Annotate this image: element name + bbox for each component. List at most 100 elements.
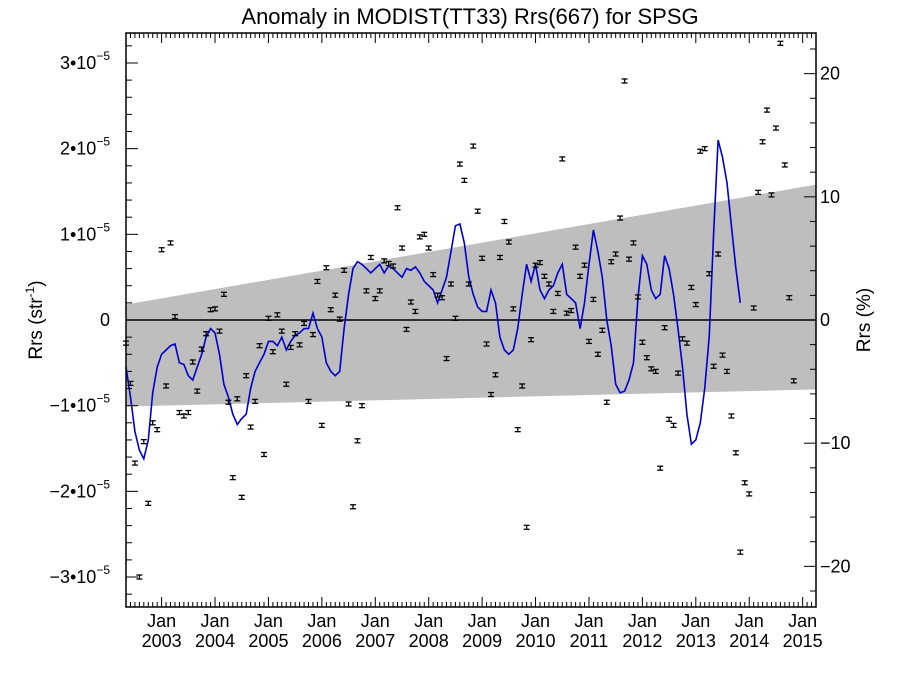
data-point (670, 422, 677, 429)
data-point (634, 294, 641, 300)
data-point (701, 146, 708, 152)
data-point (554, 290, 561, 297)
data-point (563, 310, 570, 316)
y-tick-exponent: −5 (96, 49, 110, 63)
x-tick-label-month: Jan (468, 611, 497, 631)
data-point (416, 234, 423, 240)
data-point (305, 398, 312, 405)
data-point (559, 156, 566, 162)
x-tick-label-month: Jan (628, 611, 657, 631)
x-tick-label-month: Jan (788, 611, 817, 631)
data-point (314, 278, 321, 285)
y-tick-label: 3•10−5 (60, 49, 110, 73)
data-point (630, 240, 637, 246)
data-point (390, 263, 397, 269)
data-point (608, 259, 615, 265)
data-point (501, 218, 508, 225)
data-point (261, 451, 267, 458)
data-point (256, 343, 263, 349)
data-point (354, 438, 361, 444)
data-point (719, 352, 726, 358)
data-point (207, 307, 214, 313)
data-point (278, 328, 285, 334)
x-tick-label-year: 2014 (729, 631, 769, 651)
x-tick-label-month: Jan (414, 611, 443, 631)
data-point (269, 349, 276, 355)
data-point (430, 271, 437, 278)
data-point (461, 177, 468, 184)
y-tick-exponent: −5 (96, 563, 110, 577)
data-point (358, 403, 365, 409)
y-tick-label: −3•10−5 (49, 563, 110, 587)
data-point (296, 342, 303, 348)
data-point (345, 401, 352, 407)
data-point (220, 291, 227, 297)
data-point (510, 306, 517, 312)
data-point (746, 491, 753, 497)
data-point (407, 299, 414, 305)
data-point (764, 107, 771, 113)
data-point (768, 192, 775, 198)
data-point (234, 396, 241, 402)
data-point (318, 422, 325, 429)
data-point (327, 307, 334, 313)
y-tick-mantissa: −1•10 (49, 396, 96, 416)
data-point (568, 307, 575, 314)
x-tick-label-month: Jan (574, 611, 603, 631)
data-point (443, 355, 450, 362)
data-point (492, 372, 499, 378)
data-point (243, 373, 250, 379)
data-point (323, 265, 330, 271)
data-point (741, 480, 748, 486)
data-point (577, 273, 584, 279)
data-point (639, 339, 646, 345)
data-point (212, 306, 219, 312)
data-point (710, 363, 717, 369)
data-point (127, 380, 134, 387)
y-tick-mantissa: −3•10 (49, 567, 96, 587)
data-point (274, 312, 281, 318)
x-tick-label-year: 2011 (570, 631, 609, 651)
data-point (336, 316, 343, 322)
data-point (309, 331, 316, 338)
data-point (550, 308, 557, 315)
x-tick-label-year: 2008 (409, 631, 449, 651)
data-point (599, 327, 606, 333)
data-point (425, 245, 432, 251)
x-tick-label-year: 2013 (676, 631, 716, 651)
data-point (488, 391, 495, 398)
data-point (265, 315, 272, 321)
data-point (790, 378, 797, 384)
data-point (381, 258, 388, 264)
data-point (247, 424, 254, 430)
data-point (292, 331, 299, 337)
data-point (287, 344, 294, 351)
data-point (238, 494, 245, 500)
data-point (519, 383, 526, 389)
y-tick-label: 1•10−5 (60, 220, 110, 244)
anomaly-points (123, 40, 797, 580)
x-tick-label-year: 2005 (248, 631, 288, 651)
x-tick-label-month: Jan (254, 611, 283, 631)
data-point (692, 301, 699, 308)
data-point (750, 305, 757, 311)
x-tick-label-month: Jan (681, 611, 710, 631)
chart-title: Anomaly in MODIST(TT33) Rrs(667) for SPS… (241, 4, 698, 29)
data-point (403, 326, 410, 333)
data-point (772, 125, 779, 131)
data-point (456, 161, 463, 167)
data-point (621, 78, 628, 84)
data-point (732, 450, 739, 456)
x-tick-label-month: Jan (361, 611, 390, 631)
x-tick-label-year: 2007 (355, 631, 395, 651)
data-point (189, 359, 196, 365)
data-point (145, 500, 152, 506)
x-tick-label-year: 2003 (142, 631, 182, 651)
data-point (728, 413, 735, 419)
y2-tick-label: −20 (820, 556, 851, 576)
data-point (514, 427, 521, 433)
y-tick-exponent: −5 (96, 135, 110, 149)
data-point (163, 383, 170, 389)
data-point (585, 338, 592, 345)
